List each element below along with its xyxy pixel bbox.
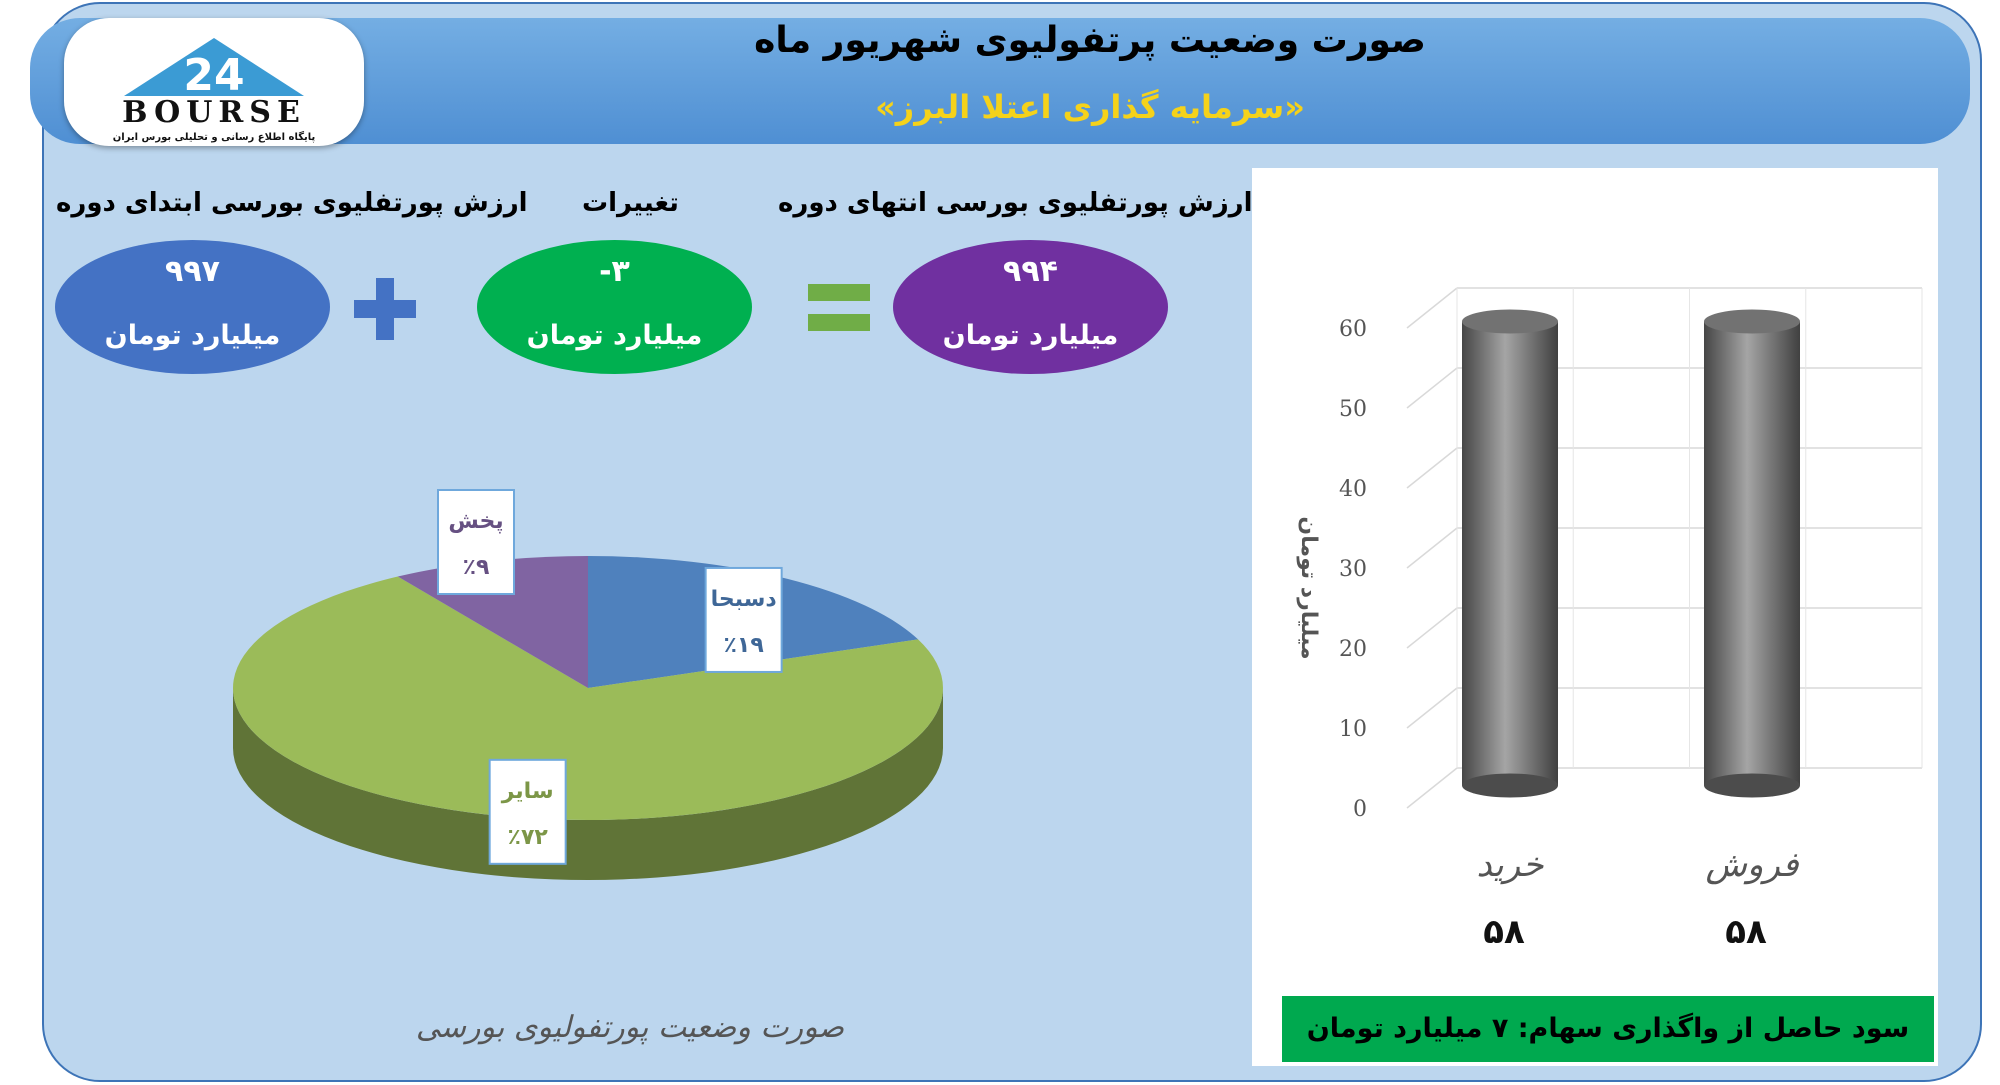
start-value: ۹۹۷ <box>165 254 220 289</box>
y-axis-label: میلیارد تومان <box>1296 516 1321 659</box>
buy-sell-bar-chart: 0 10 20 30 40 50 60 میلیارد تومان خرید ۵۸ فروش ۵۸ <box>1296 287 1923 952</box>
bourse-logo-graphic: 24 BOURSE پایگاه اطلاع رسانی و تحلیلی بو… <box>113 38 316 143</box>
x-category-label: خرید <box>1476 845 1544 885</box>
pie-label-name-3: پخش <box>448 509 503 534</box>
page-title: صورت وضعیت پرتفولیوی شهریور ماه <box>754 20 1426 61</box>
bar-value-label: ۵۸ <box>1483 912 1525 952</box>
grid-line-diagonal <box>1406 767 1458 809</box>
bourse-logo: 24 BOURSE پایگاه اطلاع رسانی و تحلیلی بو… <box>64 18 364 146</box>
y-tick-label: 40 <box>1339 477 1367 502</box>
pie-label-name-1: دسبحا <box>711 587 777 612</box>
y-tick-label: 10 <box>1339 717 1367 742</box>
end-value-ellipse: ۹۹۴ میلیارد تومان <box>893 240 1168 374</box>
grid-line-diagonal <box>1406 367 1458 409</box>
change-ellipse: -۳ میلیارد تومان <box>477 240 752 374</box>
pie-label-2: سایر ٪۷۲ <box>488 758 567 865</box>
start-value-unit: میلیارد تومان <box>104 320 281 351</box>
end-value: ۹۹۴ <box>1003 254 1058 289</box>
start-value-ellipse: ۹۹۷ میلیارد تومان <box>55 240 330 374</box>
pie-label-value-2: ٪۷۲ <box>508 825 549 850</box>
y-tick-label: 0 <box>1353 797 1367 822</box>
pie-side <box>233 688 943 880</box>
grid-line-diagonal <box>1406 687 1458 729</box>
change-value: -۳ <box>599 254 630 289</box>
pie-label-1: دسبحا ٪۱۹ <box>704 566 783 673</box>
bar-value-label: ۵۸ <box>1725 912 1767 952</box>
y-tick-label: 30 <box>1339 557 1367 582</box>
end-value-unit: میلیارد تومان <box>942 320 1119 351</box>
grid-line-diagonal <box>1406 607 1458 649</box>
change-label: تغییرات <box>582 188 679 218</box>
pie-label-value-3: ٪۹ <box>463 555 490 580</box>
end-value-label: ارزش پورتفلیوی بورسی انتهای دوره <box>778 188 1253 218</box>
x-category-label: فروش <box>1706 845 1800 885</box>
pie-caption: صورت وضعیت پورتفولیوی بورسی <box>415 1010 845 1045</box>
portfolio-pie-chart: دسبحا ٪۱۹ سایر ٪۷۲ پخش ٪۹ <box>232 489 943 880</box>
logo-tagline: پایگاه اطلاع رسانی و تحلیلی بورس ایران <box>113 130 316 143</box>
y-tick-label: 60 <box>1339 317 1367 342</box>
grid-line-diagonal <box>1406 527 1458 569</box>
logo-wordmark: BOURSE <box>122 95 306 130</box>
start-value-label: ارزش پورتفلیوی بورسی ابتدای دوره <box>56 188 528 218</box>
grid-line-diagonal <box>1406 287 1458 329</box>
plus-icon <box>354 278 416 340</box>
change-unit: میلیارد تومان <box>526 320 703 351</box>
bar-chart-panel <box>1252 168 1938 1066</box>
logo-number: 24 <box>183 50 244 101</box>
pie-label-3: پخش ٪۹ <box>437 489 515 595</box>
pie-label-value-1: ٪۱۹ <box>723 633 763 658</box>
page-subtitle: «سرمایه گذاری اعتلا البرز» <box>875 88 1305 126</box>
y-tick-label: 50 <box>1339 397 1367 422</box>
profit-banner: سود حاصل از واگذاری سهام: ۷ میلیارد توما… <box>1282 996 1934 1062</box>
y-tick-label: 20 <box>1339 637 1367 662</box>
bar-2 <box>1704 309 1800 798</box>
equals-icon <box>808 284 870 331</box>
pie-label-name-2: سایر <box>501 779 554 804</box>
bar-1 <box>1462 309 1558 798</box>
pie-slice-2 <box>232 576 943 820</box>
grid-line-diagonal <box>1406 447 1458 489</box>
